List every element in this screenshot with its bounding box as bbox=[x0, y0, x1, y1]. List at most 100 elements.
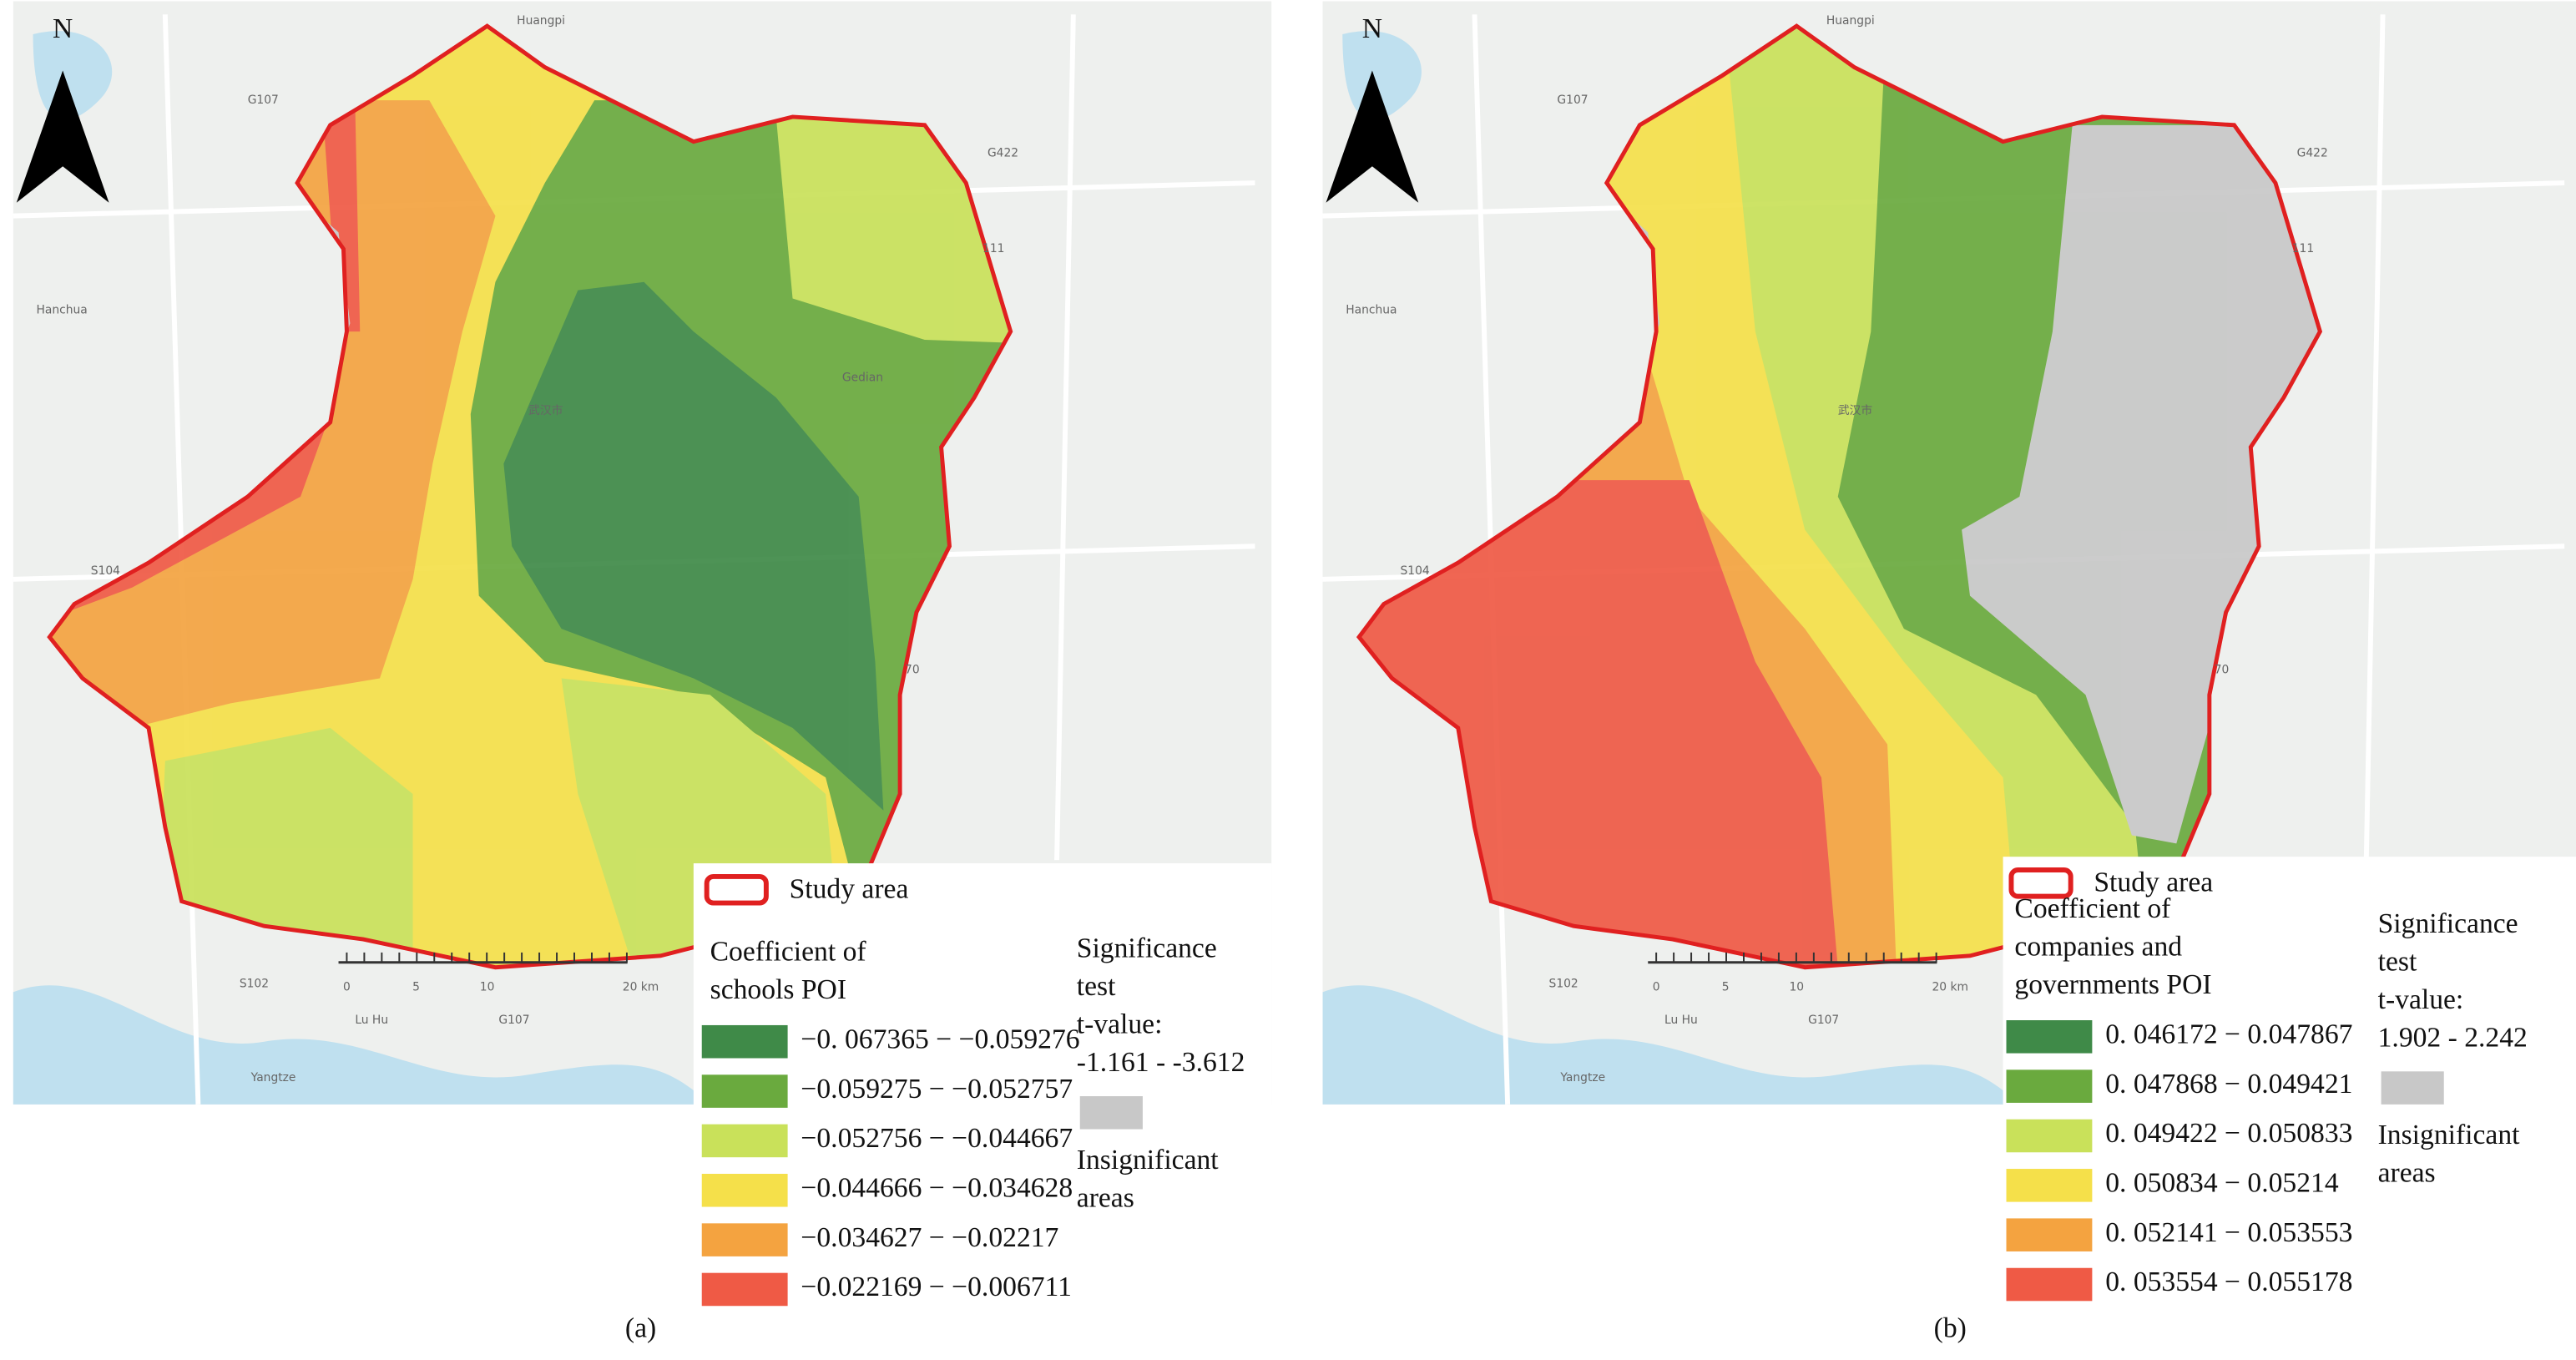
place-label: S104 bbox=[91, 564, 120, 578]
place-label: G422 bbox=[2297, 146, 2328, 159]
north-label: N bbox=[1362, 13, 1382, 44]
significance-title: test bbox=[2378, 946, 2417, 977]
scale-label: 20 km bbox=[623, 980, 659, 993]
study-area-label: Study area bbox=[790, 873, 909, 904]
place-label: 111 bbox=[982, 242, 1004, 255]
lake bbox=[1342, 31, 1422, 120]
place-label: Lu Hu bbox=[355, 1014, 388, 1027]
insignificant-label: areas bbox=[2378, 1158, 2436, 1189]
legend-label: −0.052756 − −0.044667 bbox=[801, 1123, 1073, 1154]
legend-label: 0. 053554 − 0.055178 bbox=[2105, 1266, 2352, 1297]
place-label: S102 bbox=[240, 977, 269, 990]
place-label: 武汉市 bbox=[528, 403, 563, 417]
study-area-swatch bbox=[704, 873, 769, 906]
legend-label: −0.044666 − −0.034628 bbox=[801, 1172, 1073, 1203]
river bbox=[13, 985, 710, 1105]
scale-label: 5 bbox=[1722, 980, 1730, 993]
place-label: S102 bbox=[1549, 977, 1578, 990]
legend-title: companies and bbox=[2014, 932, 2182, 963]
river bbox=[1322, 985, 2020, 1105]
legend-label: −0.034627 − −0.02217 bbox=[801, 1222, 1058, 1253]
legend-swatch bbox=[701, 1272, 788, 1307]
study-area-outline bbox=[1356, 23, 2323, 970]
legend-swatch bbox=[2006, 1218, 2093, 1251]
legend-box bbox=[693, 863, 1272, 1310]
legend-title: schools POI bbox=[710, 974, 846, 1005]
legend-swatch bbox=[2006, 1020, 2093, 1054]
insignificant-swatch bbox=[2381, 1071, 2444, 1105]
legend-swatch bbox=[701, 1024, 788, 1059]
place-label: G107 bbox=[248, 94, 279, 107]
legend-title: governments POI bbox=[2014, 969, 2211, 1000]
legend-swatch bbox=[701, 1173, 788, 1207]
legend-label: −0. 067365 − −0.059276 bbox=[801, 1024, 1079, 1054]
place-label: Hanchua bbox=[1346, 303, 1397, 316]
t-value-range: -1.161 - -3.612 bbox=[1077, 1047, 1245, 1078]
coefficient-zone bbox=[503, 281, 884, 811]
scale-label: 20 km bbox=[1932, 980, 1968, 993]
legend-title: Coefficient of bbox=[710, 937, 867, 968]
insignificant-label: Insignificant bbox=[2378, 1120, 2521, 1150]
place-label: Lu Hu bbox=[1664, 1014, 1698, 1027]
place-label: 111 bbox=[2292, 242, 2314, 255]
scale-label: 5 bbox=[412, 980, 420, 993]
scale-label: 0 bbox=[343, 980, 351, 993]
significance-title: Significance bbox=[1077, 933, 1217, 964]
map-panel: Huangpi G107 G422 Hanchua 111 武汉市 S104 70 S102 Lu… bbox=[1322, 1, 2576, 1105]
place-label: G422 bbox=[987, 146, 1018, 159]
scale-label: 10 bbox=[480, 980, 495, 993]
place-label: 70 bbox=[905, 664, 920, 677]
legend-box bbox=[2003, 857, 2576, 1310]
legend-title: Coefficient of bbox=[2014, 893, 2171, 924]
legend-label: 0. 047868 − 0.049421 bbox=[2105, 1069, 2352, 1100]
panel-caption: (a) bbox=[625, 1313, 656, 1344]
study-area-swatch bbox=[2008, 867, 2073, 899]
place-label: G107 bbox=[1557, 94, 1588, 107]
legend-label: 0. 052141 − 0.053553 bbox=[2105, 1217, 2352, 1248]
t-value-label: t-value: bbox=[2378, 984, 2464, 1015]
place-label: G107 bbox=[498, 1014, 529, 1027]
panel-caption: (b) bbox=[1934, 1313, 1967, 1344]
significance-title: test bbox=[1077, 971, 1116, 1002]
coefficient-zone bbox=[1962, 124, 2321, 844]
t-value-range: 1.902 - 2.242 bbox=[2378, 1022, 2528, 1053]
legend-swatch bbox=[2006, 1267, 2093, 1302]
north-arrow bbox=[16, 70, 109, 203]
legend-label: 0. 050834 − 0.05214 bbox=[2105, 1168, 2339, 1199]
legend-label: −0.059275 − −0.052757 bbox=[801, 1074, 1073, 1105]
legend-swatch bbox=[701, 1124, 788, 1158]
insignificant-label: areas bbox=[1077, 1182, 1134, 1213]
legend-swatch bbox=[2006, 1119, 2093, 1153]
place-label: G107 bbox=[1808, 1014, 1839, 1027]
north-label: N bbox=[53, 13, 73, 44]
place-label: 武汉市 bbox=[1838, 403, 1873, 417]
place-label: S104 bbox=[1401, 564, 1430, 578]
place-label: Yangtze bbox=[250, 1071, 296, 1084]
place-label: Huangpi bbox=[517, 14, 565, 28]
lake bbox=[33, 31, 113, 120]
legend-swatch bbox=[2006, 1169, 2093, 1202]
coefficient-zone bbox=[1359, 480, 1855, 968]
place-label: Huangpi bbox=[1826, 14, 1875, 28]
legend-label: −0.022169 − −0.006711 bbox=[801, 1272, 1071, 1302]
scale-label: 10 bbox=[1789, 980, 1804, 993]
legend-label: 0. 046172 − 0.047867 bbox=[2105, 1019, 2352, 1050]
coefficient-zone bbox=[775, 116, 1011, 348]
place-label: Yangtze bbox=[1559, 1071, 1605, 1084]
legend-swatch bbox=[2006, 1069, 2093, 1103]
north-arrow bbox=[1326, 70, 1419, 203]
legend-swatch bbox=[701, 1074, 788, 1108]
study-area-label: Study area bbox=[2094, 867, 2213, 898]
significance-title: Significance bbox=[2378, 908, 2518, 939]
place-label: 70 bbox=[2215, 664, 2230, 677]
legend-swatch bbox=[701, 1223, 788, 1256]
insignificant-swatch bbox=[1079, 1096, 1143, 1130]
legend-label: 0. 049422 − 0.050833 bbox=[2105, 1118, 2352, 1149]
t-value-label: t-value: bbox=[1077, 1009, 1163, 1040]
study-area-outline bbox=[47, 23, 1013, 970]
insignificant-label: Insignificant bbox=[1077, 1145, 1220, 1175]
scale-label: 0 bbox=[1653, 980, 1660, 993]
place-label: Hanchua bbox=[37, 303, 88, 316]
